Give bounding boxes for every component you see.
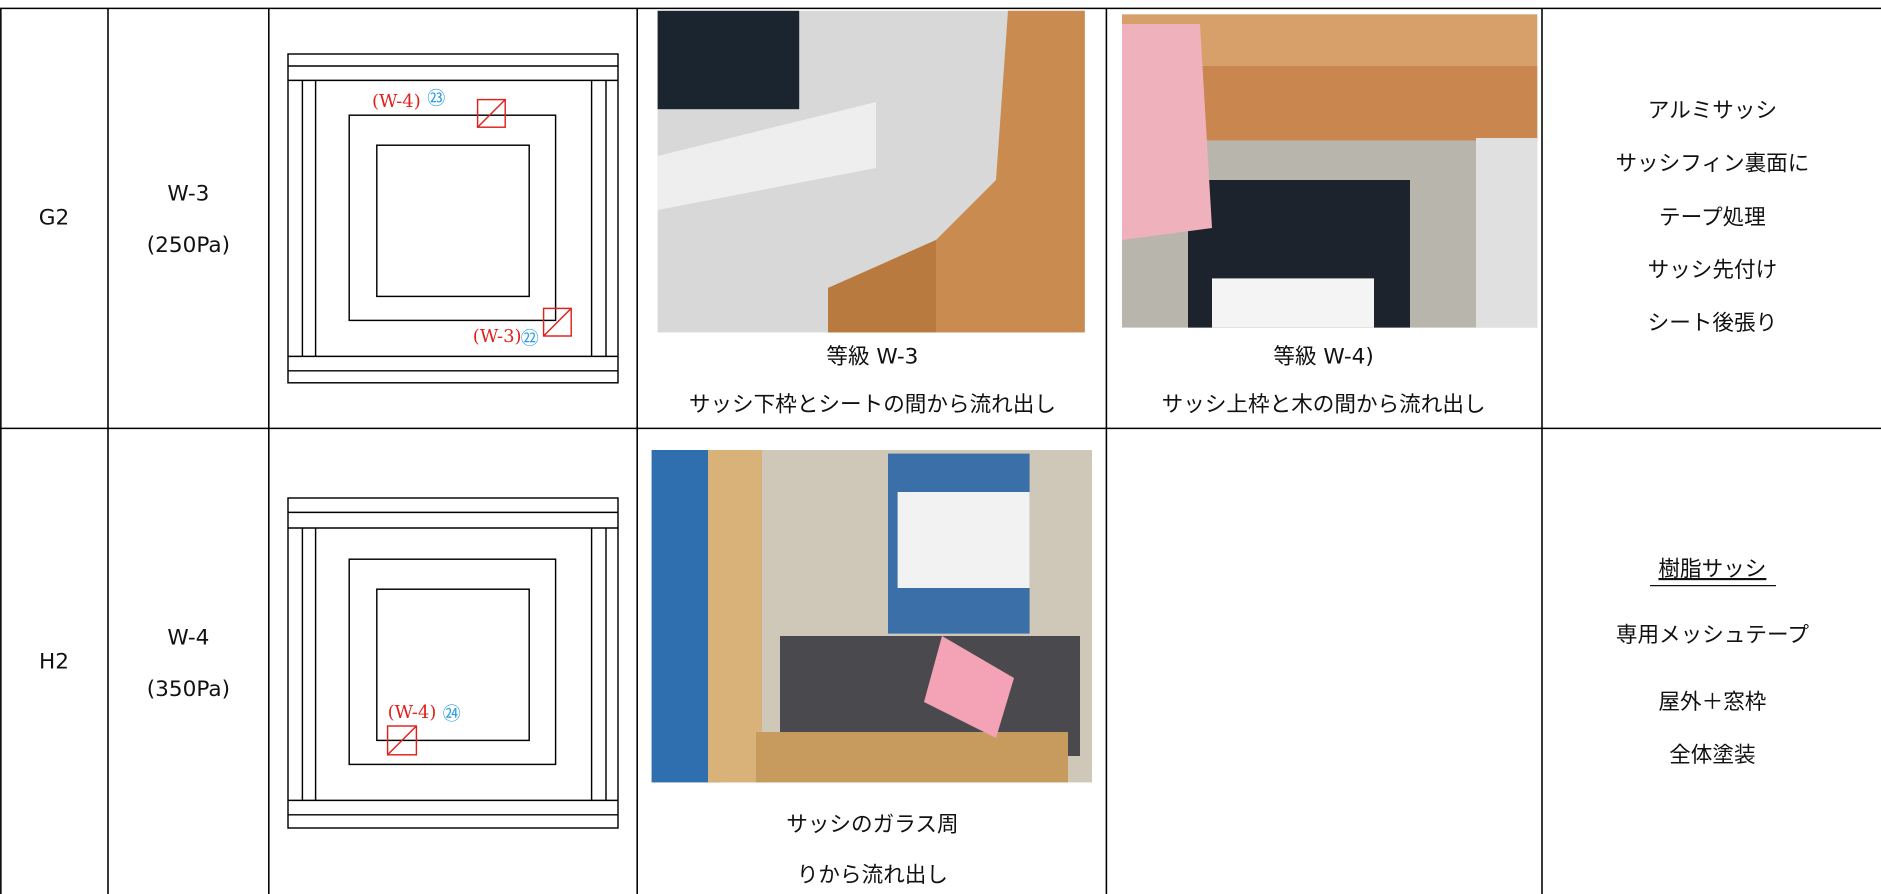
note: 専用メッシュテープ xyxy=(1616,623,1809,648)
photo-caption: 等級 W-3 xyxy=(826,345,918,370)
photo-caption: 等級 W-4) xyxy=(1273,345,1373,370)
photo-caption: りから流れ出し xyxy=(797,863,948,888)
note: サッシフィン裏面に xyxy=(1615,151,1809,176)
photo xyxy=(657,10,1085,333)
diagram xyxy=(287,53,619,384)
grade: W-3 xyxy=(167,181,209,206)
grade-pressure: (250Pa) xyxy=(147,233,230,258)
note: 屋外＋窓枠 xyxy=(1658,690,1766,715)
table-grid xyxy=(0,7,1881,894)
note: サッシ先付け xyxy=(1648,258,1778,283)
diagram-number: ㉒ xyxy=(521,329,539,350)
photo-caption: サッシのガラス周 xyxy=(786,813,958,838)
diagram-number: ㉔ xyxy=(443,704,461,725)
grade: W-4 xyxy=(167,625,209,650)
photo-caption: サッシ下枠とシートの間から流れ出し xyxy=(689,393,1056,418)
photo-caption: サッシ上枠と木の間から流れ出し xyxy=(1162,393,1486,418)
note: 全体塗装 xyxy=(1669,743,1755,768)
grade-pressure: (350Pa) xyxy=(147,677,230,702)
note: テープ処理 xyxy=(1659,205,1766,230)
note: 樹脂サッシ xyxy=(1658,557,1766,582)
row-id: H2 xyxy=(39,649,69,674)
note: シート後張り xyxy=(1648,311,1778,336)
diagram-label: (W-4) xyxy=(388,702,437,723)
diagram-label: (W-4) xyxy=(372,91,421,112)
note: アルミサッシ xyxy=(1648,99,1777,124)
photo xyxy=(651,450,1092,783)
diagram-label: (W-3) xyxy=(473,326,522,347)
diagram-number: ㉓ xyxy=(427,89,445,110)
photo xyxy=(1122,14,1538,328)
diagram xyxy=(287,497,619,829)
row-id: G2 xyxy=(39,205,69,230)
